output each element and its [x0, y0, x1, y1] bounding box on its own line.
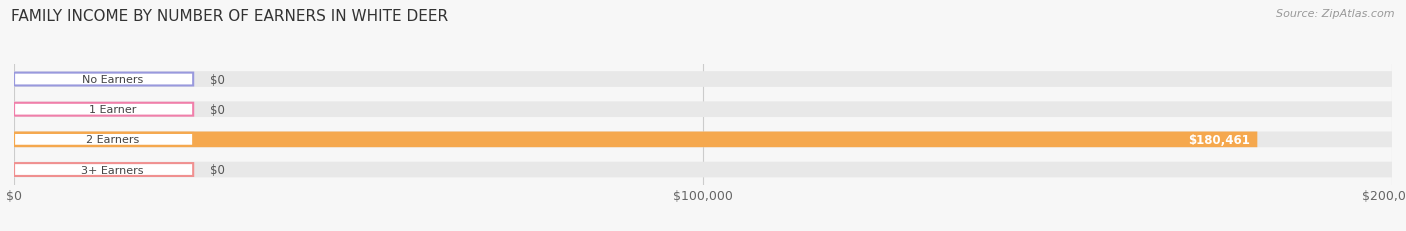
Text: Source: ZipAtlas.com: Source: ZipAtlas.com — [1277, 9, 1395, 19]
FancyBboxPatch shape — [14, 103, 193, 116]
FancyBboxPatch shape — [14, 132, 1392, 148]
Text: $180,461: $180,461 — [1188, 133, 1250, 146]
Text: 2 Earners: 2 Earners — [86, 135, 139, 145]
FancyBboxPatch shape — [14, 73, 193, 86]
Text: FAMILY INCOME BY NUMBER OF EARNERS IN WHITE DEER: FAMILY INCOME BY NUMBER OF EARNERS IN WH… — [11, 9, 449, 24]
Text: $0: $0 — [209, 103, 225, 116]
FancyBboxPatch shape — [14, 133, 193, 146]
FancyBboxPatch shape — [14, 102, 1392, 118]
FancyBboxPatch shape — [14, 72, 1392, 88]
Text: 3+ Earners: 3+ Earners — [82, 165, 143, 175]
FancyBboxPatch shape — [14, 132, 1257, 148]
FancyBboxPatch shape — [14, 162, 1392, 178]
Text: No Earners: No Earners — [82, 75, 143, 85]
FancyBboxPatch shape — [14, 163, 193, 176]
Text: $0: $0 — [209, 163, 225, 176]
Text: $0: $0 — [209, 73, 225, 86]
Text: 1 Earner: 1 Earner — [89, 105, 136, 115]
